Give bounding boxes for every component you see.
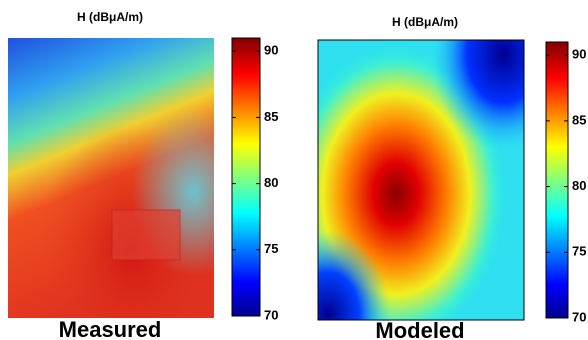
map-label: Measured <box>59 317 162 340</box>
colorbar-tick-label: 85 <box>264 109 278 124</box>
map-label: Modeled <box>375 318 464 340</box>
colorbar-tick-label: 70 <box>572 309 586 324</box>
colorbar-tick-label: 85 <box>572 112 586 127</box>
map-title: H (dBμA/m) <box>77 10 143 24</box>
colorbar-tick-label: 90 <box>264 43 278 58</box>
colorbar-tick-label: 80 <box>572 178 586 193</box>
colorbar <box>232 38 260 316</box>
modeled-map <box>318 40 524 320</box>
figure: H (dBμA/m) Measured 70 75 80 85 90 H (dBμA/m) Mo… <box>0 0 588 340</box>
colorbar-tick-label: 75 <box>572 244 586 259</box>
map-title: H (dBμA/m) <box>392 15 458 29</box>
colorbar-tick-label: 90 <box>572 47 586 62</box>
colorbar <box>546 42 568 318</box>
colorbar-tick-label: 70 <box>264 307 278 322</box>
colorbar-tick-label: 80 <box>264 175 278 190</box>
measured-map <box>8 38 214 318</box>
colorbar-tick-label: 75 <box>264 241 278 256</box>
